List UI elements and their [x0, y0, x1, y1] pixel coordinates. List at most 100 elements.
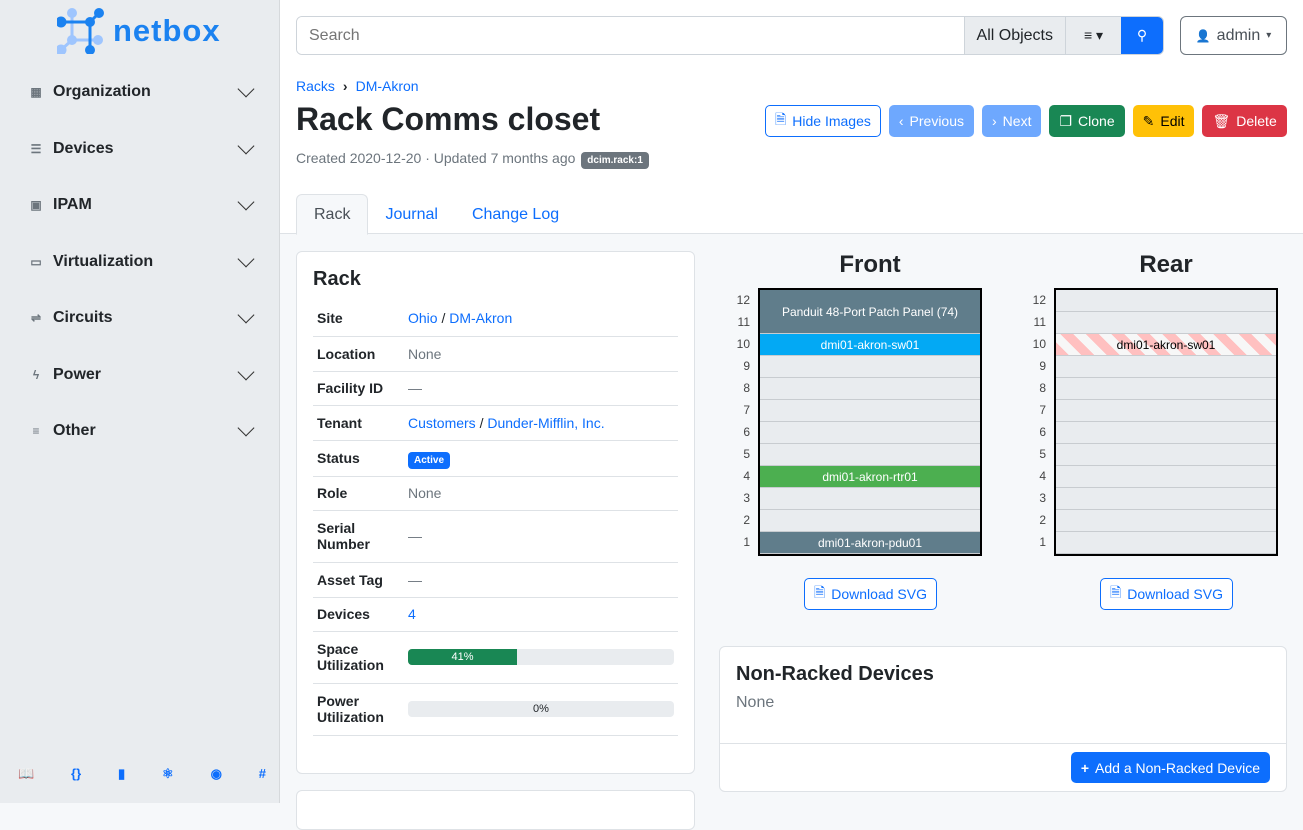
rack-device[interactable]: dmi01-akron-rtr01 [760, 466, 980, 488]
rear-rack-elevation: dmi01-akron-sw01 [1054, 288, 1278, 556]
object-meta: Created 2020-12-20 · Updated 7 months ag… [296, 150, 649, 169]
empty-rack-unit[interactable] [760, 356, 980, 378]
chevron-right-icon: › [342, 78, 348, 94]
filter-dropdown-button[interactable]: ≡ ▾ [1065, 17, 1121, 54]
file-icon: 🗎 [1110, 584, 1122, 600]
row-site: Site Ohio / DM-Akron [313, 301, 678, 337]
btn-label: Edit [1160, 113, 1185, 129]
sidebar-item-ipam[interactable]: ▣ IPAM [28, 190, 255, 220]
sidebar-item-label: IPAM [53, 196, 92, 213]
row-asset-tag: Asset Tag — [313, 562, 678, 598]
edit-button[interactable]: ✎ Edit [1132, 105, 1195, 137]
sidebar-item-power[interactable]: ϟ Power [28, 360, 255, 390]
empty-rack-unit[interactable] [1056, 290, 1276, 312]
breadcrumb-site[interactable]: DM-Akron [355, 78, 419, 94]
progress-fill: 41% [408, 649, 518, 665]
rack-device[interactable]: Panduit 48-Port Patch Panel (74) [760, 290, 980, 334]
empty-rack-unit[interactable] [1056, 532, 1276, 554]
chevron-down-icon [237, 363, 255, 381]
btn-label: Next [1002, 113, 1032, 129]
label: Tenant [313, 405, 404, 441]
download-rear-svg-button[interactable]: 🗎 Download SVG [1100, 578, 1233, 610]
row-devices: Devices 4 [313, 597, 678, 632]
rack-device[interactable]: dmi01-akron-sw01 [1056, 334, 1276, 356]
search-scope-select[interactable]: All Objects [963, 17, 1065, 54]
hide-images-button[interactable]: 🗎 Hide Images [765, 105, 881, 137]
devices-link[interactable]: 4 [408, 606, 416, 622]
front-elevation-title: Front [839, 251, 901, 278]
chevron-down-icon [237, 80, 255, 98]
book-icon[interactable]: 📖 [18, 766, 35, 781]
search-input[interactable] [297, 17, 964, 54]
region-link[interactable]: Ohio [408, 310, 438, 327]
empty-rack-unit[interactable] [1056, 510, 1276, 532]
rack-device[interactable]: dmi01-akron-pdu01 [760, 532, 980, 554]
tab-rack[interactable]: Rack [296, 194, 369, 235]
sidebar-item-circuits[interactable]: ⇌ Circuits [28, 303, 255, 333]
empty-rack-unit[interactable] [1056, 378, 1276, 400]
empty-rack-unit[interactable] [760, 422, 980, 444]
unit-number: 8 [1039, 381, 1046, 395]
netbox-logo[interactable]: netbox [57, 8, 221, 54]
tab-journal[interactable]: Journal [385, 205, 438, 223]
sidebar-item-virtualization[interactable]: ▭ Virtualization [28, 247, 255, 277]
label: Location [313, 336, 404, 372]
unit-number: 10 [736, 337, 750, 351]
sidebar-item-devices[interactable]: ☰ Devices [28, 134, 255, 164]
github-icon[interactable]: ◉ [210, 766, 222, 781]
sidebar-item-other[interactable]: ≡ Other [28, 416, 255, 446]
empty-rack-unit[interactable] [1056, 422, 1276, 444]
next-button[interactable]: › Next [982, 105, 1042, 137]
card-title: Rack [313, 268, 361, 290]
graphql-icon[interactable]: ⚛ [162, 766, 174, 781]
rack-device[interactable]: dmi01-akron-sw01 [760, 334, 980, 356]
site-link[interactable]: DM-Akron [449, 310, 513, 327]
rear-elevation-title: Rear [1139, 251, 1193, 278]
empty-rack-unit[interactable] [760, 488, 980, 510]
empty-rack-unit[interactable] [1056, 444, 1276, 466]
empty-rack-unit[interactable] [1056, 356, 1276, 378]
label: Site [313, 301, 404, 337]
value: — [404, 371, 678, 406]
empty-rack-unit[interactable] [760, 444, 980, 466]
brand-name: netbox [113, 13, 221, 48]
value: None [404, 336, 678, 372]
unit-number: 3 [1039, 491, 1046, 505]
empty-rack-unit[interactable] [1056, 488, 1276, 510]
empty-rack-unit[interactable] [760, 400, 980, 422]
secondary-card [296, 790, 695, 830]
unit-number: 11 [737, 315, 750, 329]
sidebar-item-organization[interactable]: ▦ Organization [28, 77, 255, 107]
server-icon: ☰ [30, 142, 42, 156]
slack-icon[interactable]: # [258, 766, 266, 781]
previous-button[interactable]: ‹ Previous [888, 105, 974, 137]
download-front-svg-button[interactable]: 🗎 Download SVG [804, 578, 937, 610]
unit-number: 7 [743, 403, 750, 417]
empty-rack-unit[interactable] [760, 378, 980, 400]
add-non-racked-device-button[interactable]: + Add a Non-Racked Device [1070, 752, 1270, 783]
breadcrumb-racks[interactable]: Racks [296, 78, 335, 94]
sidebar-item-label: Organization [53, 83, 151, 100]
user-icon: 👤 [1195, 28, 1211, 43]
user-menu[interactable]: 👤 admin ▾ [1180, 16, 1287, 55]
caret-down-icon: ▾ [1266, 30, 1272, 41]
tabs: Rack Journal Change Log [296, 194, 576, 235]
search-bar: All Objects ≡ ▾ ⚲ [296, 16, 1164, 55]
empty-rack-unit[interactable] [1056, 312, 1276, 334]
status-badge: Active [408, 452, 451, 469]
bookmark-icon[interactable]: ▮ [118, 766, 126, 781]
search-button[interactable]: ⚲ [1121, 17, 1163, 54]
btn-label: Delete [1236, 113, 1277, 129]
tenant-link[interactable]: Dunder-Mifflin, Inc. [487, 414, 605, 431]
api-braces-icon[interactable]: {} [71, 766, 82, 781]
clone-button[interactable]: ❐ Clone [1049, 105, 1125, 137]
tab-changelog[interactable]: Change Log [471, 205, 560, 223]
delete-button[interactable]: 🗑 Delete [1202, 105, 1287, 137]
chevron-down-icon [237, 193, 255, 211]
user-name: admin [1216, 26, 1261, 44]
empty-rack-unit[interactable] [760, 510, 980, 532]
unit-number: 6 [743, 425, 750, 439]
empty-rack-unit[interactable] [1056, 466, 1276, 488]
tenant-group-link[interactable]: Customers [408, 414, 476, 431]
empty-rack-unit[interactable] [1056, 400, 1276, 422]
